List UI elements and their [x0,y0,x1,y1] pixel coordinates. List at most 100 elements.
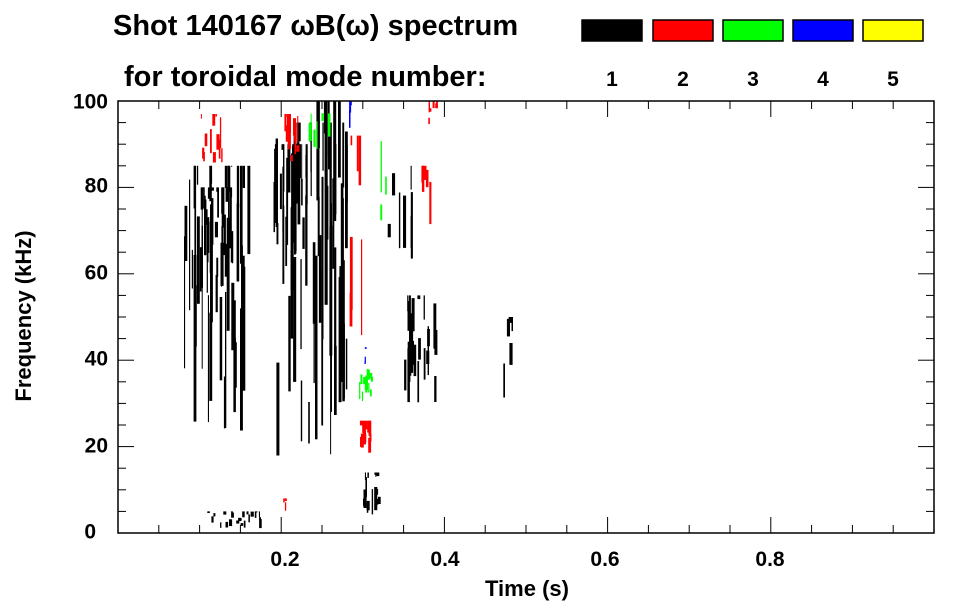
spectral-mark-mode-1 [233,337,236,413]
spectral-mark-mode-2 [287,114,291,133]
spectral-mark-mode-1 [240,165,243,264]
y-tick-label: 40 [85,348,108,371]
spectral-mark-mode-1 [240,523,244,526]
spectral-mark-mode-3 [360,374,363,385]
spectral-mark-mode-2 [428,117,430,125]
spectral-mark-mode-1 [332,178,335,269]
spectral-mark-mode-4 [349,105,352,113]
spectral-mark-mode-1 [282,166,284,232]
spectral-mark-mode-1 [413,344,417,377]
spectral-mark-mode-4 [349,101,352,106]
spectral-mark-mode-2 [297,116,299,143]
spectral-mark-mode-1 [338,101,341,178]
spectral-mark-mode-3 [365,375,368,393]
spectral-mark-mode-1 [418,338,421,360]
spectral-mark-mode-1 [220,242,224,286]
spectral-mark-mode-1 [318,235,322,323]
spectral-mark-mode-2 [216,134,220,150]
spectral-mark-mode-2 [429,181,432,225]
spectral-mark-mode-1 [376,472,380,477]
spectral-mark-mode-1 [308,402,310,444]
spectral-mark-mode-1 [258,511,260,518]
spectral-mark-mode-2 [358,135,362,186]
y-tick-label: 100 [73,91,108,114]
spectral-mark-mode-1 [231,282,235,351]
x-tick-label: 0.6 [590,548,619,571]
spectral-mark-mode-2 [428,101,430,113]
spectral-mark-mode-2 [210,129,212,154]
spectral-mark-mode-1 [193,254,197,422]
spectral-mark-mode-1 [410,165,412,190]
spectral-mark-mode-1 [206,246,209,263]
spectral-mark-mode-2 [200,114,202,119]
x-tick-label: 0.2 [270,548,299,571]
spectral-mark-mode-1 [300,259,302,350]
spectral-mark-mode-1 [243,520,246,528]
spectral-mark-mode-1 [374,487,378,511]
spectral-mark-mode-4 [364,360,366,364]
spectral-mark-mode-1 [274,148,276,223]
spectral-mark-mode-2 [212,152,216,163]
spectral-mark-mode-1 [301,178,303,206]
spectral-mark-mode-2 [284,502,287,511]
spectral-mark-mode-1 [221,187,225,214]
spectral-mark-mode-2 [203,152,205,162]
spectral-mark-mode-2 [296,145,300,152]
spectral-mark-mode-1 [228,165,230,307]
x-axis-label: Time (s) [485,576,569,601]
spectral-mark-mode-2 [361,239,363,336]
spectral-mark-mode-3 [327,113,331,137]
spectral-mark-mode-1 [298,122,301,142]
spectral-mark-mode-1 [224,243,228,277]
spectral-mark-mode-2 [360,436,362,447]
spectral-mark-mode-1 [374,472,377,475]
spectral-mark-mode-2 [368,437,372,453]
spectral-mark-mode-3 [368,383,370,393]
spectral-mark-mode-3 [370,376,373,382]
spectral-mark-mode-1 [334,247,337,375]
spectral-mark-mode-2 [365,420,368,430]
spectral-mark-mode-1 [209,312,213,401]
spectral-mark-mode-2 [284,114,287,132]
spectral-mark-mode-1 [242,165,245,188]
spectral-mark-mode-2 [350,135,353,146]
spectral-mark-mode-1 [342,198,344,393]
spectral-mark-mode-1 [293,257,297,382]
spectral-mark-mode-1 [367,472,369,478]
spectral-mark-mode-1 [247,165,251,255]
spectral-mark-mode-2 [289,124,291,149]
spectral-mark-mode-1 [295,122,297,252]
spectral-mark-mode-1 [231,512,234,518]
spectral-mark-mode-1 [233,300,236,354]
spectral-mark-mode-1 [250,511,254,517]
spectral-mark-mode-1 [215,275,218,313]
spectral-mark-mode-3 [316,121,318,149]
spectral-mark-mode-1 [273,199,276,223]
spectral-mark-mode-1 [255,511,258,513]
spectral-mark-mode-1 [403,195,407,248]
spectral-mark-mode-3 [370,389,372,397]
spectral-mark-mode-1 [363,489,367,508]
spectral-mark-mode-1 [366,505,369,513]
legend-swatch-mode-3 [722,19,784,42]
legend-swatch-mode-5 [862,19,924,42]
spectral-mark-mode-1 [204,195,206,253]
spectral-mark-mode-1 [211,516,214,523]
spectral-mark-mode-1 [236,203,240,282]
y-tick-labels: 0 20 40 60 80 100 [73,91,108,544]
spectral-mark-mode-1 [229,191,232,249]
spectral-mark-mode-1 [288,295,291,392]
spectral-mark-mode-2 [432,101,435,109]
spectral-mark-mode-1 [509,343,513,365]
legend-label-mode-3: 3 [747,68,759,91]
spectral-mark-mode-1 [302,217,305,249]
spectral-mark-mode-1 [275,138,278,227]
spectral-mark-mode-1 [211,239,213,269]
spectral-mark-mode-2 [368,420,372,436]
spectral-mark-mode-1 [417,361,420,403]
legend-swatch-mode-1 [581,19,643,42]
spectral-mark-mode-1 [313,272,315,384]
spectral-mark-mode-3 [385,176,387,195]
spectral-mark-mode-1 [240,308,243,431]
